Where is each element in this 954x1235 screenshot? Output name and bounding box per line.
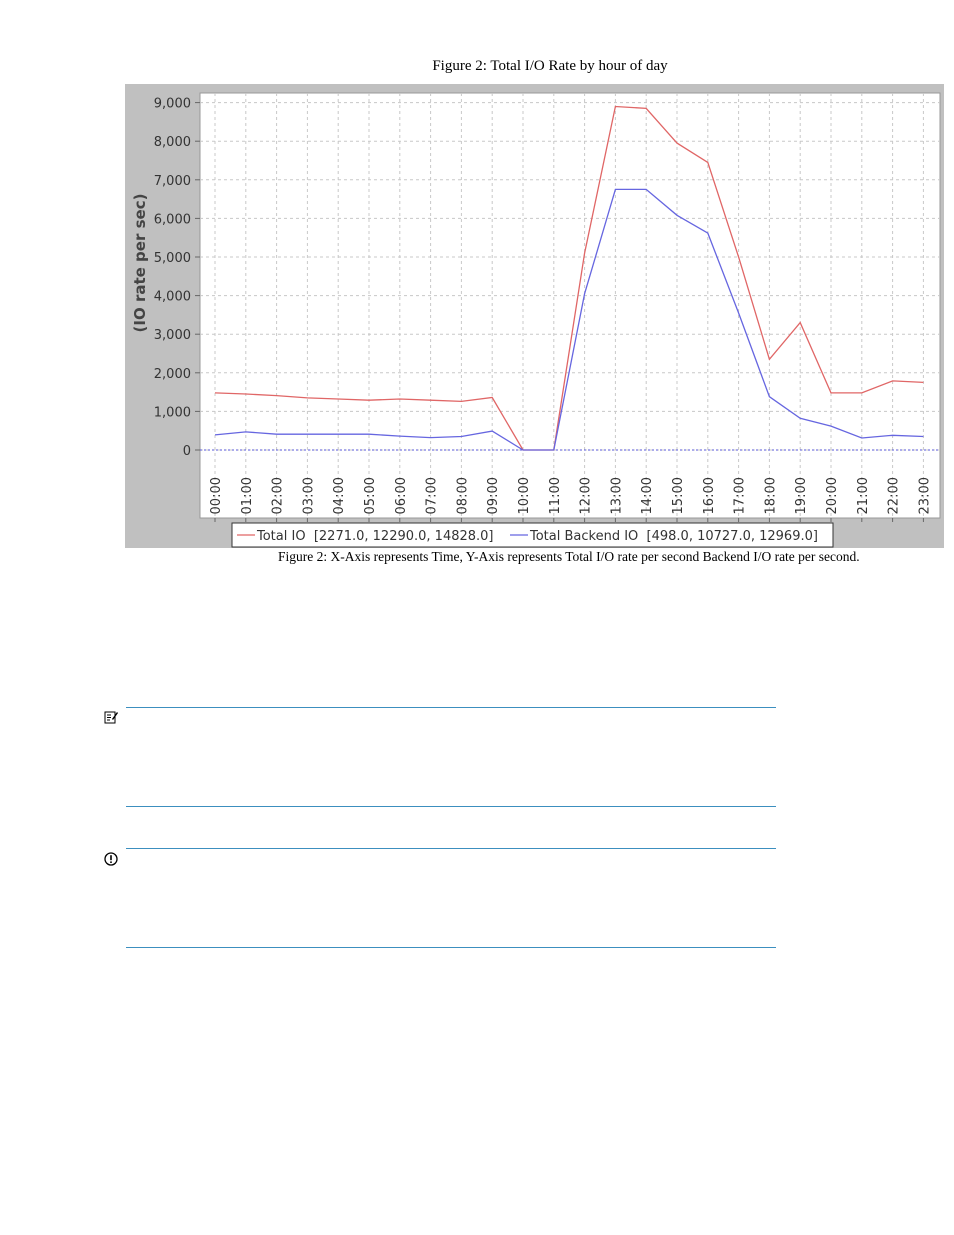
important-icon [104, 852, 118, 866]
important-bottom-rule [126, 947, 776, 948]
x-tick-label: 03:00 [301, 477, 316, 514]
x-tick-label: 07:00 [425, 477, 440, 514]
x-tick-label: 01:00 [240, 477, 255, 514]
note-top-rule [126, 707, 776, 708]
y-tick-label: 9,000 [154, 97, 191, 112]
x-tick-label: 22:00 [887, 477, 902, 514]
y-tick-label: 2,000 [154, 367, 191, 382]
legend: Total IO [2271.0, 12290.0, 14828.0] Tota… [231, 522, 834, 548]
x-tick-label: 20:00 [825, 477, 840, 514]
x-tick-label: 17:00 [733, 477, 748, 514]
x-tick-label: 08:00 [455, 477, 470, 514]
note-bottom-rule [126, 806, 776, 807]
figure-title: Figure 2: Total I/O Rate by hour of day [432, 58, 668, 74]
legend-label-total-io: Total IO [2271.0, 12290.0, 14828.0] [256, 529, 494, 544]
y-tick-label: 7,000 [154, 174, 191, 189]
y-tick-label: 3,000 [154, 328, 191, 343]
y-axis: 0 1,000 2,000 3,000 4,000 5,000 6,000 7,000 8,00… [154, 97, 200, 459]
x-tick-label: 09:00 [486, 477, 501, 514]
x-tick-label: 04:00 [332, 477, 347, 514]
plot-area [199, 92, 941, 519]
x-tick-label: 18:00 [763, 477, 778, 514]
series-line-total-io [214, 105, 924, 451]
chart-svg: 0 1,000 2,000 3,000 4,000 5,000 6,000 7,000 8,00… [131, 92, 941, 548]
y-tick-label: 0 [183, 444, 191, 459]
grid [200, 93, 940, 518]
legend-label-total-backend-io: Total Backend IO [498.0, 10727.0, 12969.… [529, 529, 818, 544]
x-tick-label: 11:00 [548, 477, 563, 514]
x-tick-label: 21:00 [856, 477, 871, 514]
y-tick-label: 6,000 [154, 212, 191, 227]
figure-caption: Figure 2: X-Axis represents Time, Y-Axis… [278, 549, 860, 564]
y-axis-label: (IO rate per sec) [131, 194, 149, 333]
x-tick-label: 06:00 [394, 477, 409, 514]
x-axis: 00:00 01:00 02:00 03:00 04:00 05:00 06:00 07:00… [209, 477, 932, 522]
x-tick-label: 14:00 [640, 477, 655, 514]
x-tick-label: 10:00 [517, 477, 532, 514]
x-tick-label: 13:00 [609, 477, 624, 514]
series-line-total-backend-io [214, 188, 924, 451]
x-tick-label: 23:00 [917, 477, 932, 514]
y-tick-label: 4,000 [154, 290, 191, 305]
legend-box [231, 522, 834, 548]
x-tick-label: 05:00 [363, 477, 378, 514]
x-tick-label: 16:00 [702, 477, 717, 514]
x-tick-label: 15:00 [671, 477, 686, 514]
series-group [200, 105, 940, 451]
chart-panel: 0 1,000 2,000 3,000 4,000 5,000 6,000 7,000 8,00… [125, 84, 944, 548]
x-tick-label: 02:00 [271, 477, 286, 514]
x-tick-label: 19:00 [794, 477, 809, 514]
y-tick-label: 8,000 [154, 135, 191, 150]
y-tick-label: 1,000 [154, 405, 191, 420]
y-tick-label: 5,000 [154, 251, 191, 266]
important-top-rule [126, 848, 776, 849]
x-tick-label: 12:00 [579, 477, 594, 514]
note-icon [104, 711, 118, 724]
x-tick-label: 00:00 [209, 477, 224, 514]
